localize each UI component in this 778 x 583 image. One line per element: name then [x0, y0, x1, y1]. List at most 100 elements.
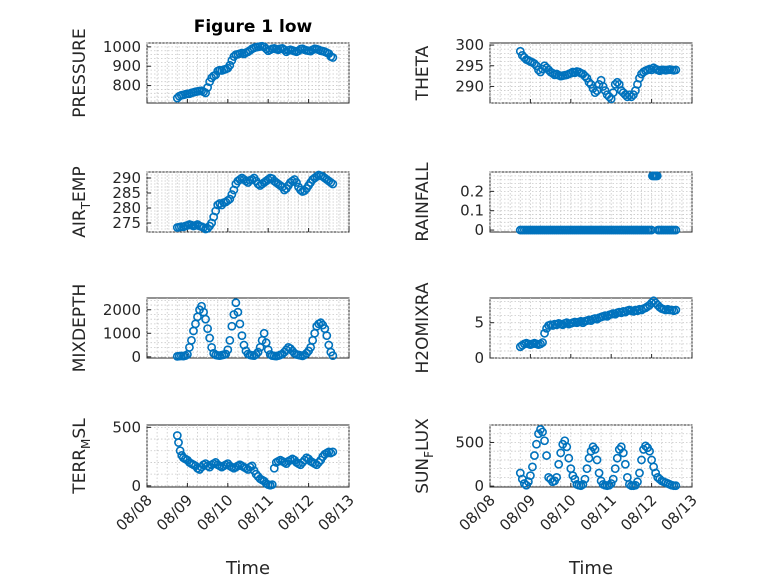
y-tick-label: 290 — [112, 169, 141, 187]
data-point — [620, 459, 630, 469]
y-axis-label-main: MIXDEPTH — [70, 284, 90, 373]
data-point — [263, 175, 273, 184]
data-point — [203, 223, 212, 233]
y-axis-label-main: THETA — [413, 45, 433, 101]
y-axis-label: TERRMSL — [70, 418, 93, 495]
x-axis-label: Time — [225, 558, 270, 579]
data-point — [326, 178, 336, 187]
data-point — [225, 335, 235, 345]
data-point — [292, 178, 301, 187]
y-tick-label: 280 — [112, 199, 141, 217]
data-point — [538, 338, 547, 347]
data-point — [598, 82, 608, 91]
data-point — [618, 448, 628, 458]
data-point — [586, 79, 596, 89]
data-point — [322, 331, 332, 341]
data-point — [247, 175, 257, 184]
data-point — [590, 88, 600, 98]
y-axis-label-suffix: EMP — [70, 166, 90, 202]
data-point — [201, 88, 210, 98]
data-point — [610, 464, 620, 474]
data-point — [227, 190, 237, 199]
data-point — [530, 59, 539, 69]
data-point — [328, 447, 338, 457]
data-point — [302, 348, 311, 358]
y-tick-label: 800 — [112, 77, 141, 95]
y-tick-label: 290 — [455, 77, 484, 95]
data-point — [671, 305, 681, 315]
data-point — [241, 176, 251, 186]
y-tick-label: 0 — [474, 221, 484, 239]
y-tick-label: 1000 — [103, 38, 141, 56]
data-point — [312, 172, 322, 181]
y-axis-label: THETA — [413, 45, 433, 101]
data-point — [253, 347, 263, 357]
y-tick-label: 0 — [131, 348, 141, 366]
data-point — [199, 223, 208, 232]
data-point — [215, 199, 225, 208]
data-point — [540, 328, 549, 338]
y-axis-label: AIRTEMP — [70, 166, 93, 237]
data-point — [328, 351, 338, 361]
x-axis-label: Time — [568, 558, 613, 579]
y-tick-label: 0 — [474, 349, 484, 367]
axes-theta: 290 295 300 THETA — [413, 36, 693, 104]
y-axis-label-main: TERR — [70, 449, 90, 495]
data-point — [223, 196, 233, 205]
data-point — [227, 321, 237, 331]
y-axis-label-main: AIR — [70, 209, 90, 238]
y-tick-label: 2000 — [103, 301, 141, 319]
data-point — [175, 446, 185, 456]
figure-title: Figure 1 low — [194, 17, 313, 37]
data-point — [594, 468, 604, 478]
data-point — [671, 225, 681, 235]
data-point — [247, 461, 257, 471]
data-point — [610, 79, 620, 89]
data-point — [328, 179, 338, 189]
axes-rainfall: 00.1 0.2 RAINFALL — [413, 162, 693, 242]
data-point — [635, 468, 644, 478]
data-point — [627, 92, 636, 102]
y-tick-label: 0.1 — [460, 202, 484, 220]
plot-area-rainfall — [489, 171, 693, 233]
data-point — [538, 427, 547, 437]
data-point — [582, 73, 592, 83]
data-point — [225, 194, 235, 204]
data-point — [235, 175, 245, 184]
y-axis-label: RAINFALL — [413, 162, 433, 242]
y-axis-label-main: PRESSURE — [70, 28, 90, 117]
data-point — [637, 455, 646, 465]
data-point — [647, 65, 656, 75]
data-point — [328, 53, 338, 62]
data-point — [600, 86, 610, 95]
data-point — [608, 474, 618, 484]
data-point — [288, 176, 297, 186]
data-point — [233, 307, 243, 317]
data-point — [584, 77, 594, 87]
data-point — [671, 481, 681, 491]
data-point — [223, 345, 233, 355]
data-point — [590, 445, 600, 454]
data-point — [279, 45, 289, 55]
data-point — [281, 345, 291, 355]
data-point — [253, 179, 263, 189]
y-tick-label: 285 — [112, 184, 141, 202]
data-point — [540, 436, 549, 446]
data-point — [645, 446, 654, 456]
data-point — [629, 90, 638, 100]
y-tick-label: 5 — [474, 314, 484, 332]
data-point — [251, 350, 261, 359]
y-axis-label: PRESSURE — [70, 28, 90, 117]
data-point — [604, 480, 614, 490]
y-axis-label-subscript: T — [79, 201, 93, 210]
y-tick-label: 0 — [131, 477, 141, 495]
data-point — [532, 439, 541, 449]
data-point — [203, 324, 212, 333]
y-tick-label: 300 — [455, 36, 484, 54]
data-point — [570, 474, 580, 484]
data-point — [554, 459, 564, 469]
data-point — [624, 90, 634, 100]
data-point — [174, 438, 183, 447]
